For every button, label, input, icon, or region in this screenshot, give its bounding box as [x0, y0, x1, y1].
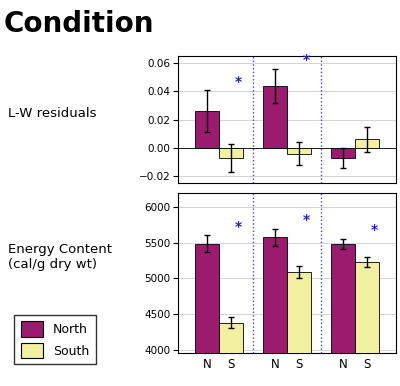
Text: *: * [371, 223, 378, 237]
Text: *: * [235, 220, 242, 234]
Bar [263, 86, 287, 148]
Text: *: * [235, 74, 242, 88]
Bar [355, 139, 379, 148]
Text: Energy Content
(cal/g dry wt): Energy Content (cal/g dry wt) [8, 243, 112, 271]
Bar [195, 244, 219, 386]
Bar [195, 111, 219, 148]
Legend: North, South: North, South [14, 315, 96, 364]
Bar [219, 323, 243, 386]
Bar [331, 148, 355, 158]
Bar [287, 272, 311, 386]
Bar [263, 237, 287, 386]
Text: Condition: Condition [4, 10, 154, 38]
Bar [219, 148, 243, 158]
Text: *: * [303, 53, 310, 67]
Text: L-W residuals: L-W residuals [8, 107, 96, 120]
Bar [331, 244, 355, 386]
Text: *: * [303, 213, 310, 227]
Bar [355, 262, 379, 386]
Bar [287, 148, 311, 154]
